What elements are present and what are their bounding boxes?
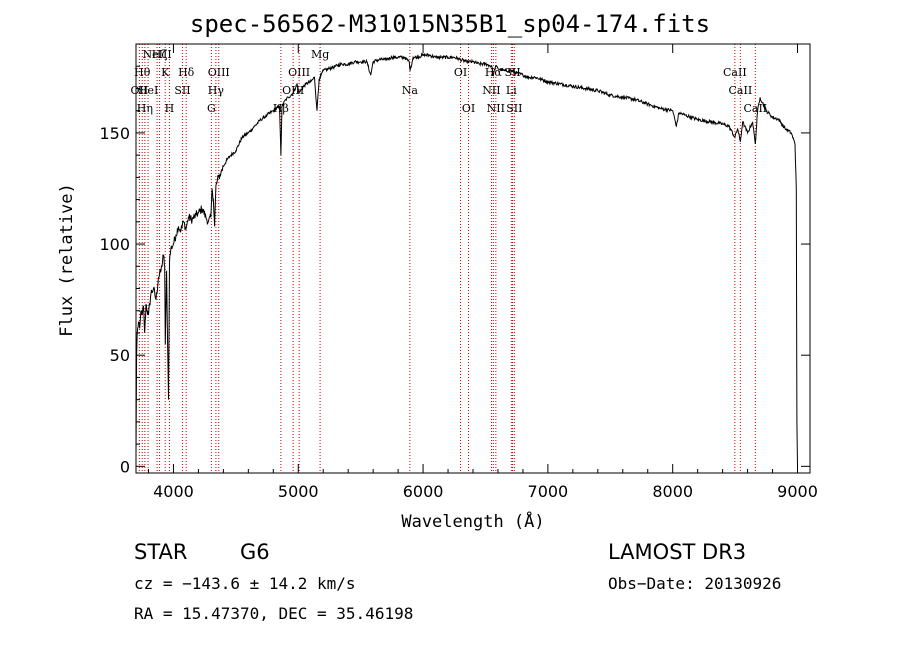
- x-axis-label: Wavelength (Å): [401, 512, 545, 532]
- line-label-3: HeI: [138, 84, 158, 97]
- line-label-11: Hγ: [208, 84, 225, 97]
- line-label-28: CaII: [743, 102, 767, 115]
- line-markers: [138, 44, 756, 473]
- chart-title: spec-56562-M31015N35B1_sp04-174.fits: [189, 10, 711, 38]
- line-label-23: Li: [506, 84, 517, 97]
- line-label-24: SII: [504, 66, 520, 79]
- x-tick-label-4: 8000: [652, 482, 693, 501]
- y-tick-label-1: 50: [110, 346, 130, 365]
- object-class: STAR: [134, 540, 188, 564]
- redshift-cz: cz = −143.6 ± 14.2 km/s: [134, 574, 356, 593]
- line-label-26: CaII: [723, 66, 747, 79]
- axis-ticks: 4000 5000 6000 7000 8000 9000 0 50 100 150: [99, 44, 818, 501]
- line-label-1: Hθ: [134, 66, 151, 79]
- x-tick-label-2: 6000: [403, 482, 444, 501]
- line-label-13: Hβ: [273, 102, 289, 115]
- y-tick-label-0: 0: [120, 457, 130, 476]
- x-tick-label-0: 4000: [153, 482, 194, 501]
- y-axis-label: Flux (relative): [57, 183, 77, 337]
- obs-date: Obs−Date: 20130926: [608, 574, 782, 593]
- line-label-2: Hη: [137, 102, 153, 115]
- line-label-5: Hζ: [152, 48, 168, 61]
- line-label-4: NeIII: [143, 48, 172, 61]
- line-label-25: SII: [506, 102, 522, 115]
- line-label-22: NII: [487, 102, 505, 115]
- line-label-15: OIII: [288, 66, 310, 79]
- line-label-9: Hδ: [178, 66, 195, 79]
- line-label-17: Na: [402, 84, 419, 97]
- y-tick-label-2: 100: [99, 235, 130, 254]
- x-tick-label-5: 9000: [777, 482, 818, 501]
- line-label-8: SII: [174, 84, 190, 97]
- line-label-27: CaII: [729, 84, 753, 97]
- line-label-10: G: [207, 102, 216, 115]
- line-label-16: Mg: [311, 48, 329, 61]
- line-label-7: H: [165, 102, 175, 115]
- line-label-14: OIII: [282, 84, 304, 97]
- line-label-0: OII: [131, 84, 149, 97]
- x-tick-label-1: 5000: [278, 482, 319, 501]
- y-tick-label-3: 150: [99, 124, 130, 143]
- survey-name: LAMOST DR3: [608, 540, 747, 564]
- spectrum-series: [135, 52, 798, 467]
- line-label-21: Hα: [485, 66, 503, 79]
- line-label-12: OIII: [208, 66, 230, 79]
- object-subclass: G6: [240, 540, 270, 564]
- line-label-19: OI: [462, 102, 475, 115]
- line-label-6: K: [161, 66, 170, 79]
- spectrum-line: [135, 52, 798, 467]
- line-label-18: OI: [454, 66, 467, 79]
- ra-dec: RA = 15.47370, DEC = 35.46198: [134, 604, 414, 623]
- x-tick-label-3: 7000: [528, 482, 569, 501]
- line-label-20: NII: [482, 84, 500, 97]
